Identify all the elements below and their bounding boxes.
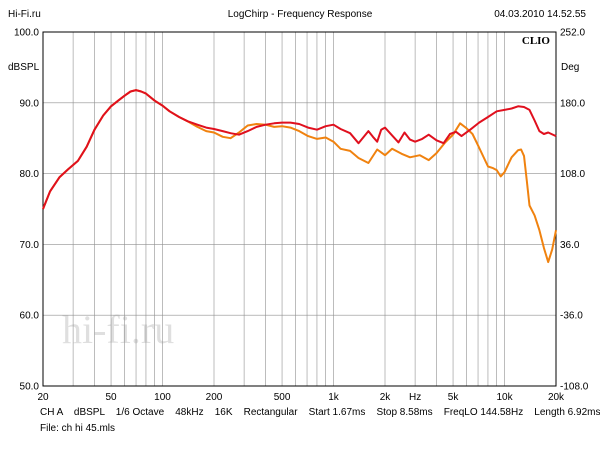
- x-tick-label: Hz: [409, 392, 421, 403]
- y-tick-label: 70.0: [20, 240, 40, 251]
- y2-tick-label: 36.0: [560, 240, 580, 251]
- y-tick-label: 50.0: [20, 382, 40, 393]
- y-tick-label: 90.0: [20, 98, 40, 109]
- x-tick-label: 50: [105, 392, 117, 403]
- series-line-red: [42, 89, 557, 210]
- x-tick-label: 500: [274, 392, 291, 403]
- file-name: File: ch hi 45.mls: [40, 423, 116, 434]
- header-timestamp: 04.03.2010 14.52.55: [494, 9, 586, 20]
- x-tick-label: 10k: [496, 392, 513, 403]
- x-tick-label: 100: [154, 392, 171, 403]
- x-tick-label: 1k: [328, 392, 340, 403]
- clio-brand-label: CLIO: [522, 35, 551, 47]
- y-axis-label: dBSPL: [8, 62, 40, 73]
- y2-tick-label: -108.0: [560, 382, 589, 393]
- x-tick-label: 2k: [380, 392, 392, 403]
- header-left-title: Hi-Fi.ru: [8, 9, 41, 20]
- series-line-orange: [42, 89, 557, 264]
- y2-tick-label: -36.0: [560, 311, 583, 322]
- y-tick-label: 100.0: [14, 28, 39, 39]
- y2-tick-label: 252.0: [560, 28, 585, 39]
- y2-axis-label: Deg: [561, 62, 580, 73]
- x-tick-label: 20k: [548, 392, 565, 403]
- y2-tick-label: 108.0: [560, 169, 585, 180]
- x-tick-label: 20: [37, 392, 49, 403]
- y-tick-label: 60.0: [20, 311, 40, 322]
- y-tick-label: 80.0: [20, 169, 40, 180]
- watermark: hi-fi.ru: [62, 307, 174, 352]
- measurement-settings: CH A dBSPL 1/6 Octave 48kHz 16K Rectangu…: [40, 407, 600, 418]
- x-tick-label: 5k: [448, 392, 460, 403]
- x-tick-label: 200: [206, 392, 223, 403]
- chart-title: LogChirp - Frequency Response: [227, 9, 373, 20]
- y2-tick-label: 180.0: [560, 98, 585, 109]
